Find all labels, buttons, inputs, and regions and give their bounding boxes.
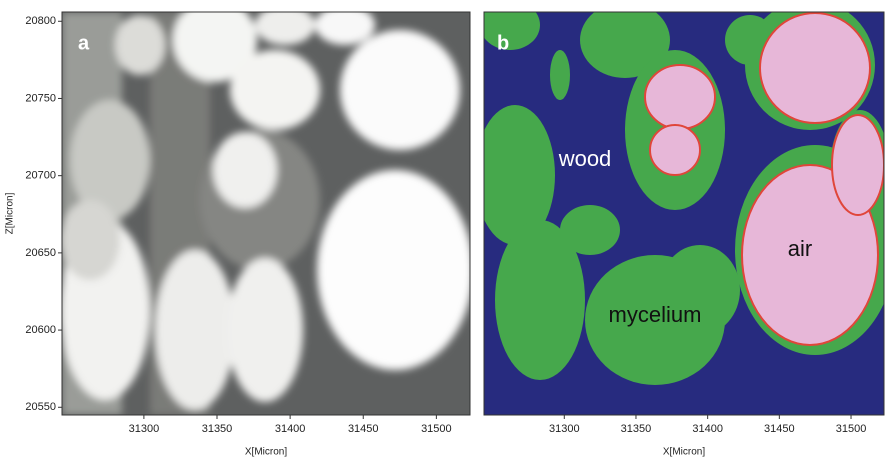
panel-label: b [497, 32, 509, 54]
region-label: mycelium [609, 302, 702, 327]
y-tick-label: 20650 [25, 247, 56, 259]
region-label: air [788, 236, 812, 261]
figure: a b wood mycelium air [0, 0, 885, 461]
x-tick-label: 31350 [621, 423, 652, 435]
x-tick-label: 31300 [549, 423, 580, 435]
panel-label: a [78, 32, 90, 54]
x-tick-label: 31450 [764, 423, 795, 435]
x-tick-label: 31500 [421, 423, 452, 435]
y-tick-label: 20600 [25, 324, 56, 336]
region-label: wood [558, 146, 612, 171]
x-tick-label: 31400 [692, 423, 723, 435]
y-axis-label: Z[Micron] [5, 192, 16, 234]
x-tick-label: 31350 [202, 423, 233, 435]
x-tick-label: 31400 [275, 423, 306, 435]
x-tick-label: 31300 [129, 423, 160, 435]
y-tick-label: 20750 [25, 92, 56, 104]
x-tick-label: 31450 [348, 423, 379, 435]
y-tick-label: 20700 [25, 170, 56, 182]
classification-map: b wood mycelium air [475, 0, 885, 415]
y-tick-label: 20550 [25, 401, 56, 413]
x-tick-label: 31500 [836, 423, 867, 435]
micrograph: a [60, 0, 473, 415]
y-tick-label: 20800 [25, 15, 56, 27]
x-axis-label: X[Micron] [245, 447, 287, 458]
x-axis-label: X[Micron] [663, 447, 705, 458]
